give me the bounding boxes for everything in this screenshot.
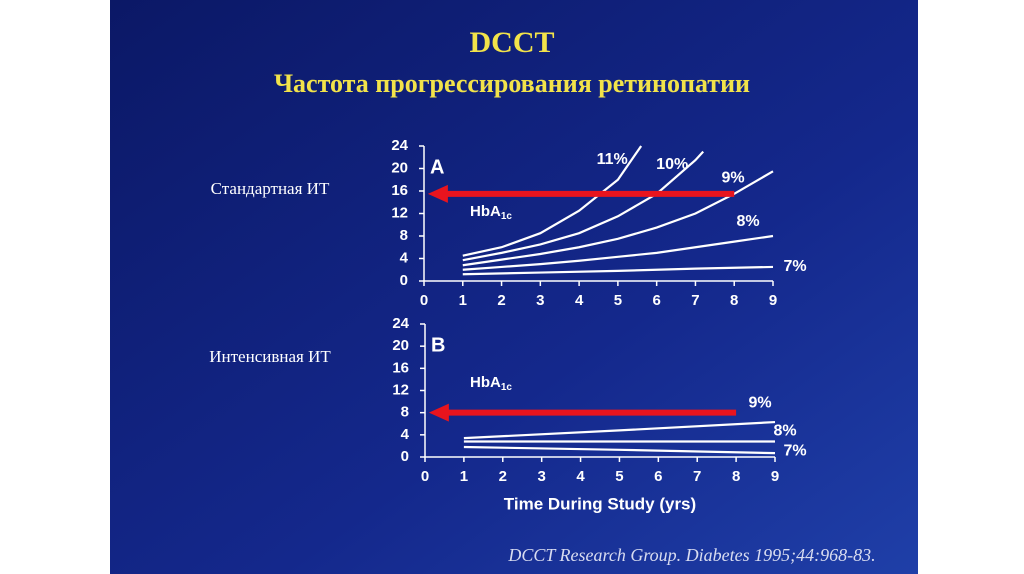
x-tick-label: 3 bbox=[537, 468, 545, 485]
curve-label: 10% bbox=[656, 156, 688, 173]
x-tick-label: 9 bbox=[769, 292, 777, 309]
y-tick-label: 24 bbox=[391, 137, 408, 154]
y-tick-label: 0 bbox=[400, 272, 408, 289]
x-tick-label: 7 bbox=[693, 468, 701, 485]
x-tick-label: 2 bbox=[499, 468, 507, 485]
x-tick-label: 0 bbox=[420, 292, 428, 309]
x-tick-label: 8 bbox=[730, 292, 738, 309]
annotation: HbA1c bbox=[470, 203, 512, 222]
y-tick-label: 8 bbox=[400, 227, 408, 244]
x-tick-label: 4 bbox=[575, 292, 584, 309]
curve-label: 8% bbox=[773, 423, 796, 440]
x-tick-label: 6 bbox=[654, 468, 662, 485]
x-tick-label: 1 bbox=[460, 468, 468, 485]
annotation-text: HbA bbox=[470, 374, 501, 391]
y-tick-label: 16 bbox=[392, 359, 409, 376]
x-tick-label: 1 bbox=[459, 292, 467, 309]
y-tick-label: 4 bbox=[400, 249, 409, 266]
curve bbox=[462, 145, 643, 257]
y-tick-label: 20 bbox=[391, 159, 408, 176]
curve bbox=[462, 265, 774, 276]
citation: DCCT Research Group. Diabetes 1995;44:96… bbox=[507, 545, 875, 565]
annotation-subscript: 1c bbox=[501, 382, 513, 393]
curve-label: 9% bbox=[721, 170, 744, 187]
x-tick-label: 5 bbox=[614, 292, 622, 309]
y-tick-label: 16 bbox=[391, 182, 408, 199]
curve bbox=[463, 420, 776, 440]
curve bbox=[462, 170, 774, 267]
x-tick-label: 9 bbox=[771, 468, 779, 485]
x-tick-label: 8 bbox=[732, 468, 740, 485]
x-tick-label: 0 bbox=[421, 468, 429, 485]
y-tick-label: 0 bbox=[401, 448, 409, 465]
x-tick-label: 5 bbox=[615, 468, 623, 485]
arrow-head bbox=[427, 184, 448, 203]
x-tick-label: 7 bbox=[691, 292, 699, 309]
slide-subtitle: Частота прогрессирования ретинопатии bbox=[274, 69, 750, 98]
row-label: Интенсивная ИТ bbox=[209, 347, 331, 366]
annotation-text: HbA bbox=[470, 203, 501, 220]
annotation-subscript: 1c bbox=[501, 211, 513, 222]
curve-label: 11% bbox=[597, 151, 628, 168]
y-tick-label: 8 bbox=[401, 404, 409, 421]
x-tick-label: 3 bbox=[536, 292, 544, 309]
curve bbox=[462, 234, 774, 271]
curve bbox=[462, 150, 705, 262]
slide-title: DCCT bbox=[469, 26, 554, 59]
panel-letter: B bbox=[431, 334, 445, 356]
x-tick-label: 6 bbox=[652, 292, 660, 309]
arrow-head bbox=[428, 403, 449, 422]
curve-label: 7% bbox=[783, 442, 806, 459]
curve-label: 9% bbox=[748, 394, 771, 411]
y-tick-label: 4 bbox=[401, 426, 410, 443]
y-tick-label: 24 bbox=[392, 315, 409, 332]
slide-background bbox=[110, 0, 918, 574]
x-tick-label: 2 bbox=[497, 292, 505, 309]
annotation: HbA1c bbox=[470, 374, 512, 393]
curve bbox=[463, 445, 776, 455]
curve-label: 8% bbox=[736, 213, 759, 230]
panel-letter: A bbox=[430, 156, 444, 178]
y-tick-label: 20 bbox=[392, 337, 409, 354]
y-tick-label: 12 bbox=[392, 381, 409, 398]
x-axis-label: Time During Study (yrs) bbox=[504, 494, 696, 513]
y-tick-label: 12 bbox=[391, 204, 408, 221]
curve-label: 7% bbox=[783, 258, 806, 275]
x-tick-label: 4 bbox=[576, 468, 585, 485]
row-label: Стандартная ИТ bbox=[211, 179, 330, 198]
